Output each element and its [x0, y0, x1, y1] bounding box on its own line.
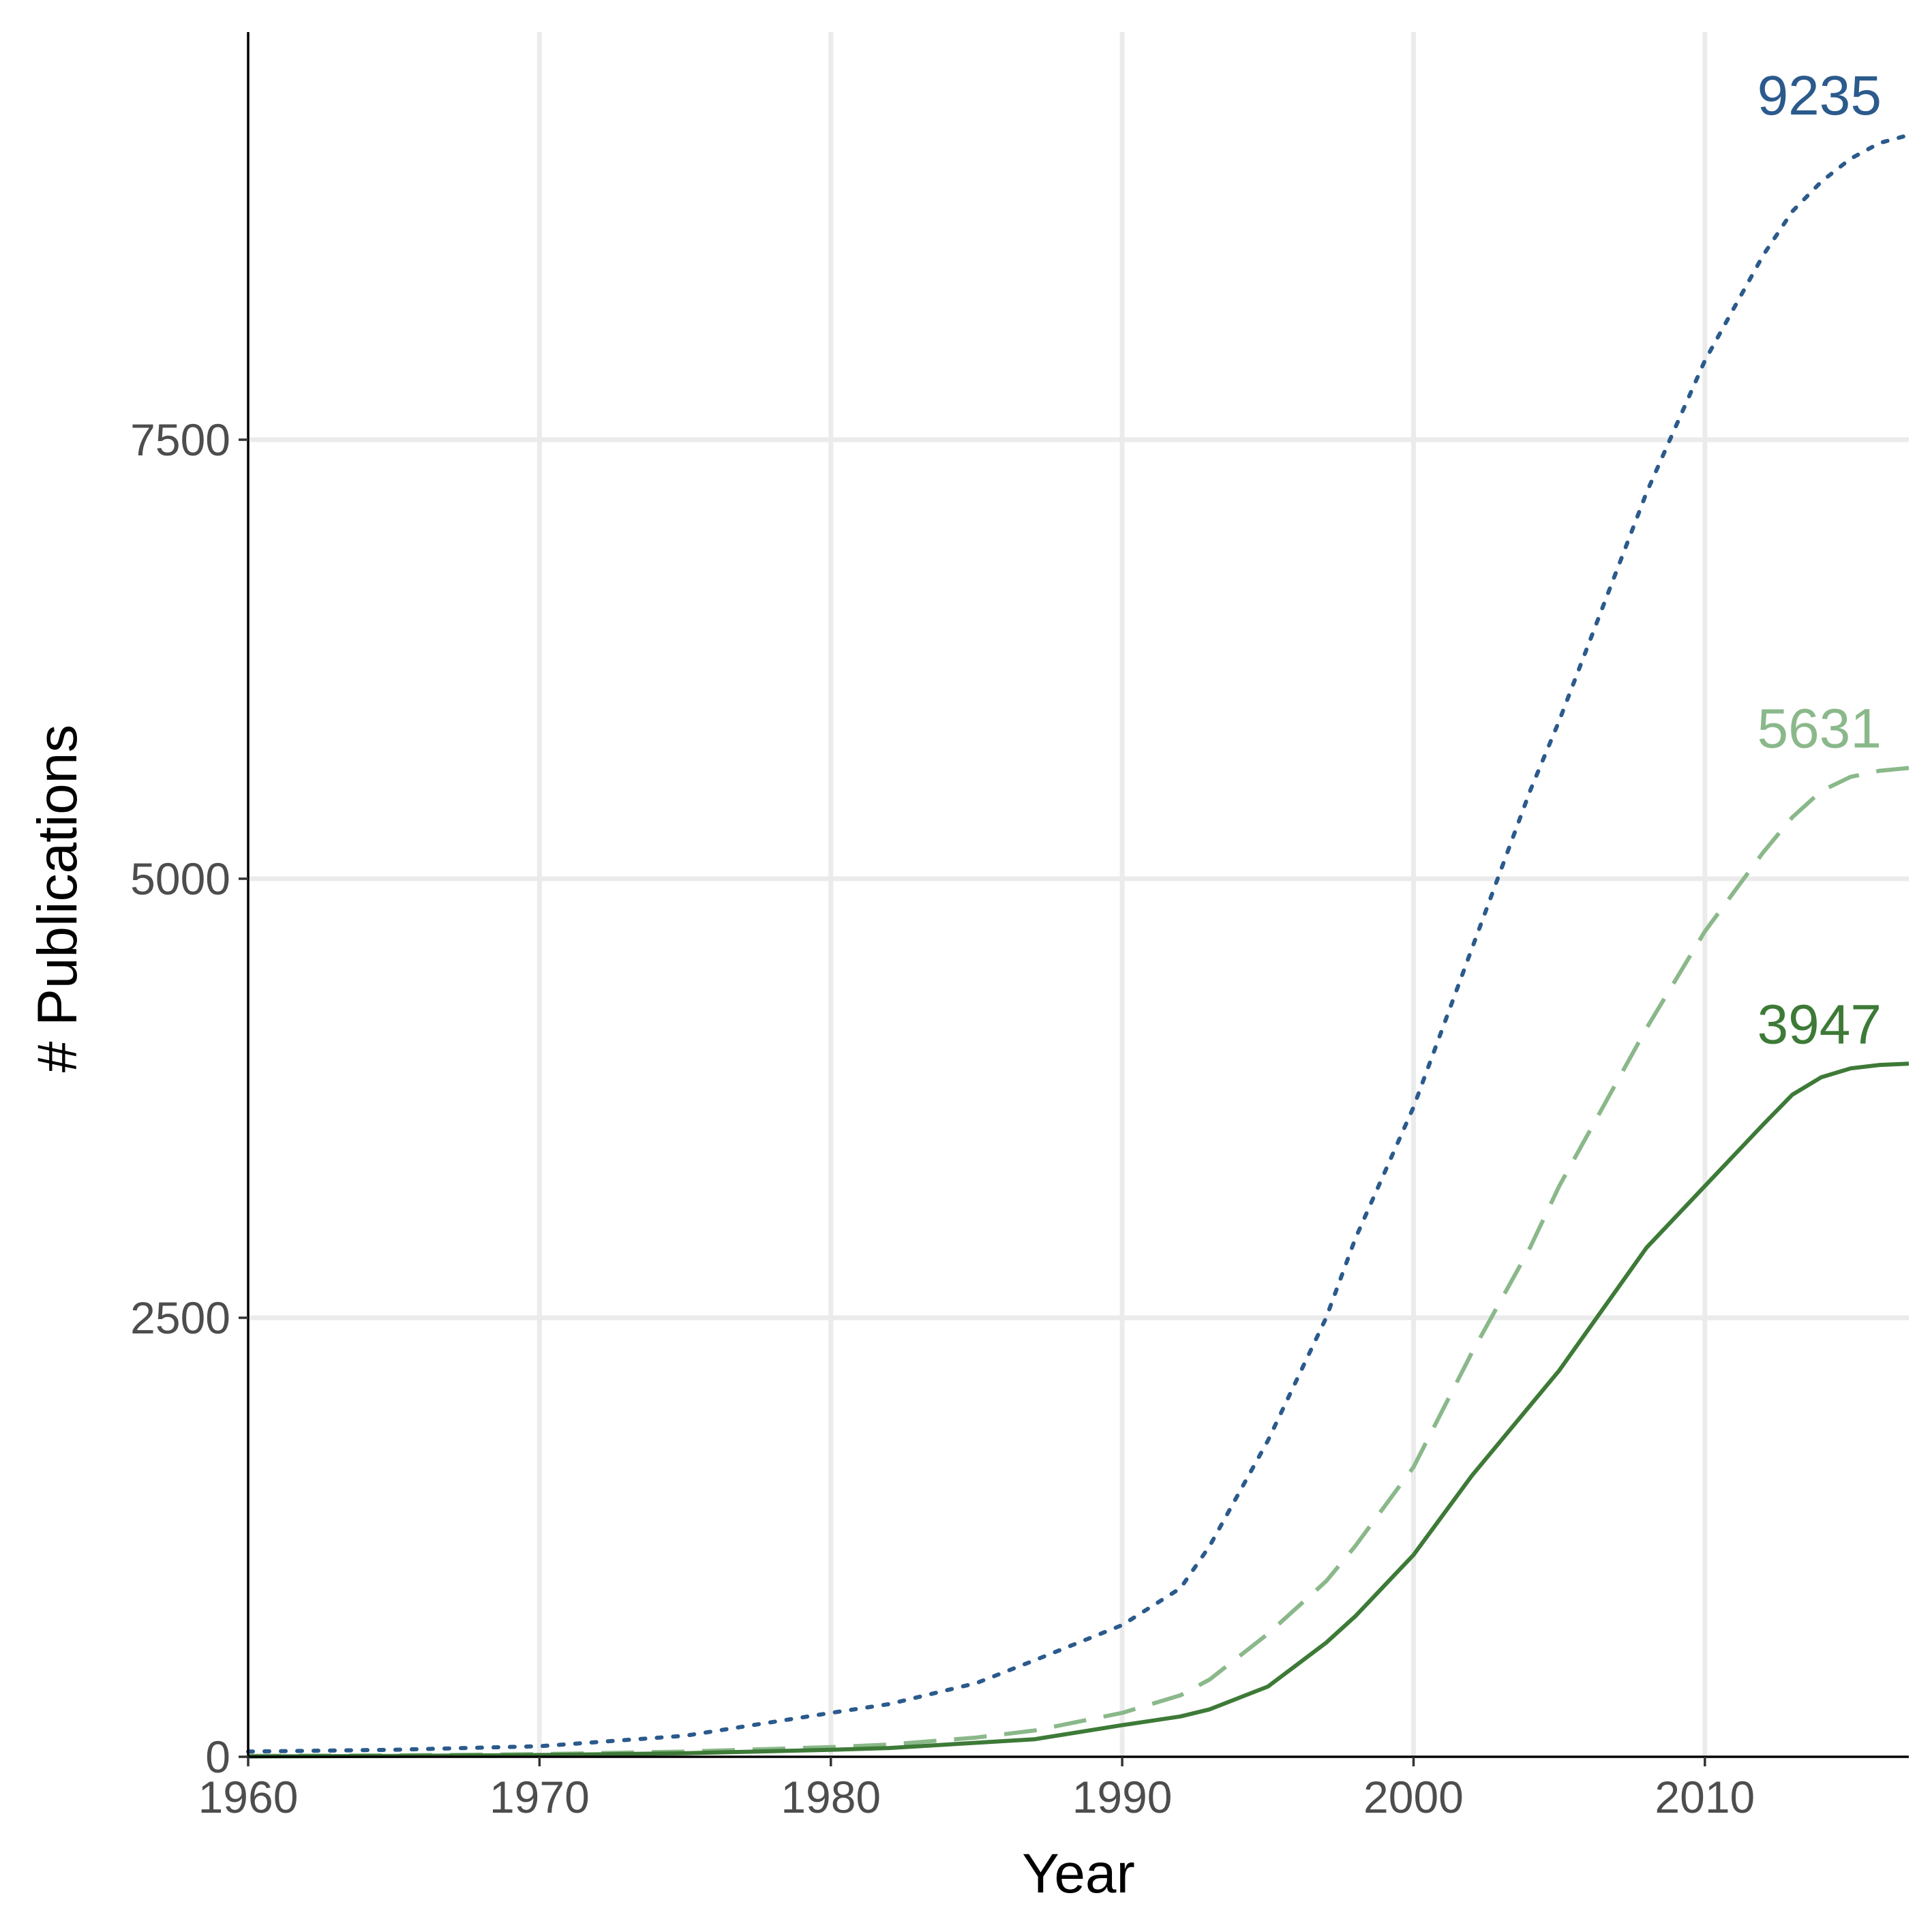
- end-label-dashed: 5631: [1757, 697, 1882, 759]
- end-label-solid: 3947: [1757, 993, 1882, 1055]
- x-tick-label: 1960: [198, 1772, 299, 1822]
- series-line-dashed: [247, 766, 1910, 1758]
- y-tick-label: 7500: [130, 414, 230, 465]
- x-tick-label: 2000: [1363, 1772, 1464, 1822]
- x-tick-label: 1990: [1072, 1772, 1173, 1822]
- x-tick-label: 1980: [781, 1772, 881, 1822]
- x-tick-label: 2010: [1655, 1772, 1755, 1822]
- labels-layer: 9235 5631 3947: [1757, 65, 1882, 1055]
- x-tick-label: 1970: [489, 1772, 590, 1822]
- axis-layer: 1960 1970 1980 1990 2000 2010 0 2500 5000 7500: [130, 32, 1909, 1822]
- end-label-dotted: 9235: [1757, 65, 1882, 127]
- series-layer: [246, 133, 1911, 1759]
- y-tick-label: 0: [205, 1732, 230, 1782]
- series-line-dotted: [246, 133, 1911, 1754]
- series-line-solid: [247, 1061, 1910, 1759]
- grid-layer: [248, 32, 1909, 1757]
- x-axis-title: Year: [1022, 1843, 1135, 1905]
- y-tick-label: 2500: [130, 1293, 230, 1343]
- y-axis-title: # Publications: [27, 725, 89, 1073]
- y-tick-label: 5000: [130, 854, 230, 904]
